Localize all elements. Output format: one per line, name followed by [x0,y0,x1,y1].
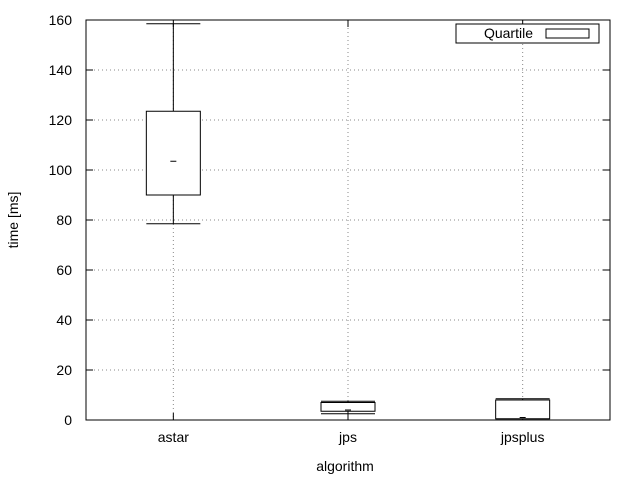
y-tick-label: 40 [56,312,72,328]
box-series [145,23,551,420]
interquartile-box [145,110,201,196]
x-axis-label: algorithm [316,458,374,474]
x-tick-label: jps [338,429,357,445]
y-tick-label: 140 [49,62,73,78]
legend: Quartile [455,23,600,44]
box-astar [145,23,201,225]
y-tick-label: 0 [64,412,72,428]
y-tick-label: 60 [56,262,72,278]
plot-frame [85,19,611,421]
grid-lines [86,20,610,420]
legend-swatch [545,28,590,39]
y-tick-label: 20 [56,362,72,378]
y-tick-label: 160 [49,12,73,28]
legend-label: Quartile [484,25,533,41]
interquartile-box [320,402,376,412]
x-tick-label: jpsplus [500,429,545,445]
y-tick-label: 80 [56,212,72,228]
box-jps [320,400,376,415]
y-axis-ticks: 0 20 40 60 80 100 120 140 160 [49,12,610,428]
x-axis-ticks: astar jps jpsplus [158,20,545,445]
interquartile-box [495,399,551,420]
box-jpsplus [495,398,551,420]
y-axis-label: time [ms] [5,192,21,249]
y-tick-label: 120 [49,112,73,128]
x-tick-label: astar [158,429,189,445]
y-tick-label: 100 [49,162,73,178]
